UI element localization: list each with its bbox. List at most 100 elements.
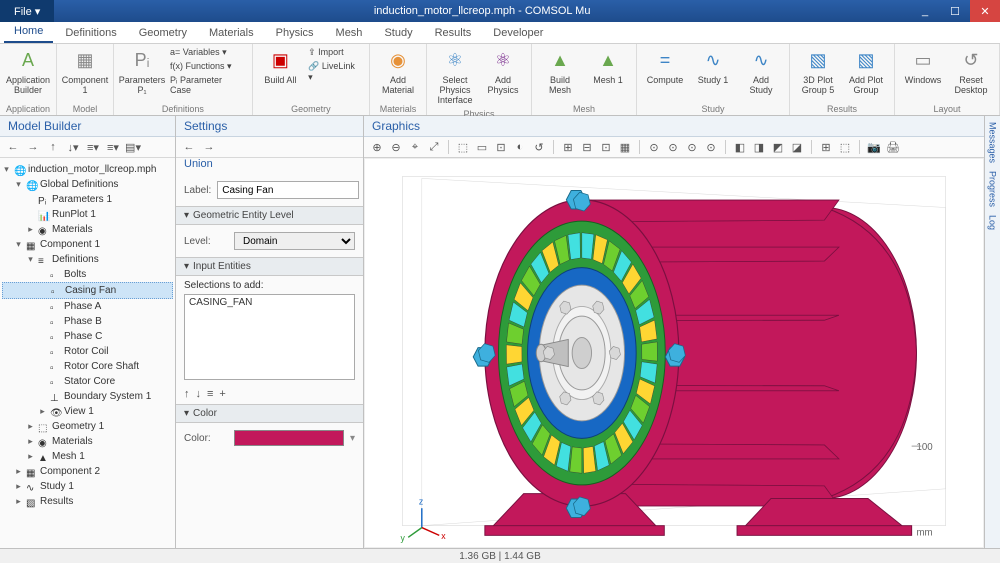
tab-developer[interactable]: Developer bbox=[483, 23, 553, 43]
sidetab-log[interactable]: Log bbox=[988, 215, 998, 230]
tab-study[interactable]: Study bbox=[374, 23, 422, 43]
ribbon-a-variables-[interactable]: a= Variables ▾ bbox=[168, 46, 246, 59]
gfx-tool-icon[interactable]: ⊞ bbox=[819, 140, 833, 154]
tree-node-definitions[interactable]: ▾≡Definitions bbox=[2, 252, 173, 267]
ribbon-add-physics[interactable]: ⚛Add Physics bbox=[481, 46, 525, 98]
mb-tool-icon[interactable]: ↓▾ bbox=[66, 140, 80, 154]
tree-node-boundary-system-1[interactable]: ⊥Boundary System 1 bbox=[2, 389, 173, 404]
gfx-tool-icon[interactable]: ⊞ bbox=[561, 140, 575, 154]
tree-node-geometry-1[interactable]: ▸⬚Geometry 1 bbox=[2, 419, 173, 434]
tree-node-rotor-coil[interactable]: ▫Rotor Coil bbox=[2, 344, 173, 359]
ribbon-application-builder[interactable]: AApplication Builder bbox=[6, 46, 50, 98]
section-color[interactable]: ▾Color bbox=[176, 404, 363, 423]
gfx-tool-icon[interactable]: ⌖ bbox=[408, 140, 422, 154]
tree-node-phase-b[interactable]: ▫Phase B bbox=[2, 314, 173, 329]
tree-node-rotor-core-shaft[interactable]: ▫Rotor Core Shaft bbox=[2, 359, 173, 374]
gfx-tool-icon[interactable]: ▦ bbox=[618, 140, 632, 154]
mb-tool-icon[interactable]: ▤▾ bbox=[126, 140, 140, 154]
selections-list[interactable]: CASING_FAN bbox=[184, 294, 355, 380]
ribbon-add-plot-group[interactable]: ▧Add Plot Group bbox=[844, 46, 888, 98]
back-icon[interactable]: ← bbox=[182, 140, 196, 154]
ribbon-f-x-functions-[interactable]: f(x) Functions ▾ bbox=[168, 60, 246, 73]
tree-node-phase-c[interactable]: ▫Phase C bbox=[2, 329, 173, 344]
gfx-tool-icon[interactable]: ⊙ bbox=[685, 140, 699, 154]
gfx-tool-icon[interactable]: ⊙ bbox=[647, 140, 661, 154]
gfx-tool-icon[interactable]: 📷 bbox=[867, 140, 881, 154]
gfx-tool-icon[interactable]: ▭ bbox=[475, 140, 489, 154]
tree-node-component-1[interactable]: ▾▦Component 1 bbox=[2, 237, 173, 252]
ribbon-build-all[interactable]: ▣Build All bbox=[259, 46, 302, 88]
ribbon-parameters-p-[interactable]: PᵢParameters P₁ bbox=[120, 46, 164, 98]
gfx-tool-icon[interactable]: ⊙ bbox=[704, 140, 718, 154]
gfx-tool-icon[interactable]: 🖨 bbox=[886, 140, 900, 154]
graphics-canvas[interactable]: zxy100mm bbox=[364, 158, 984, 548]
gfx-tool-icon[interactable]: ◧ bbox=[733, 140, 747, 154]
tree-node-component-2[interactable]: ▸▦Component 2 bbox=[2, 464, 173, 479]
ribbon--livelink-[interactable]: 🔗 LiveLink ▾ bbox=[306, 60, 363, 84]
ribbon-reset-desktop[interactable]: ↺Reset Desktop bbox=[949, 46, 993, 98]
gfx-tool-icon[interactable]: ◩ bbox=[771, 140, 785, 154]
ribbon-component-1[interactable]: ▦Component 1 bbox=[63, 46, 107, 98]
tree-node-results[interactable]: ▸▧Results bbox=[2, 494, 173, 509]
file-menu[interactable]: File ▾ bbox=[0, 0, 54, 22]
ribbon-3d-plot-group-5[interactable]: ▧3D Plot Group 5 bbox=[796, 46, 840, 98]
tree-node-runplot-1[interactable]: 📊RunPlot 1 bbox=[2, 207, 173, 222]
tree-node-materials[interactable]: ▸◉Materials bbox=[2, 434, 173, 449]
settings-mini-icon[interactable]: ≡ bbox=[207, 388, 213, 400]
color-dropdown-icon[interactable]: ▾ bbox=[350, 433, 355, 444]
gfx-tool-icon[interactable]: ⤢ bbox=[427, 140, 441, 154]
model-tree[interactable]: ▾🌐induction_motor_llcreop.mph▾🌐Global De… bbox=[0, 158, 175, 548]
mb-tool-icon[interactable]: ≡▾ bbox=[86, 140, 100, 154]
gfx-tool-icon[interactable]: ⊡ bbox=[599, 140, 613, 154]
tree-node-phase-a[interactable]: ▫Phase A bbox=[2, 299, 173, 314]
mb-tool-icon[interactable]: ≡▾ bbox=[106, 140, 120, 154]
tab-geometry[interactable]: Geometry bbox=[129, 23, 197, 43]
tree-node-bolts[interactable]: ▫Bolts bbox=[2, 267, 173, 282]
gfx-tool-icon[interactable]: ⊙ bbox=[666, 140, 680, 154]
level-select[interactable]: Domain bbox=[234, 232, 355, 250]
gfx-tool-icon[interactable]: ⊕ bbox=[370, 140, 384, 154]
minimize-button[interactable]: _ bbox=[910, 0, 940, 22]
ribbon-compute[interactable]: =Compute bbox=[643, 46, 687, 88]
gfx-tool-icon[interactable]: ↺ bbox=[532, 140, 546, 154]
gfx-tool-icon[interactable]: ⬚ bbox=[838, 140, 852, 154]
section-geom-entity[interactable]: ▾Geometric Entity Level bbox=[176, 206, 363, 225]
tab-physics[interactable]: Physics bbox=[266, 23, 324, 43]
tab-home[interactable]: Home bbox=[4, 21, 53, 43]
gfx-tool-icon[interactable]: ◪ bbox=[790, 140, 804, 154]
forward-icon[interactable]: → bbox=[202, 140, 216, 154]
tree-node-study-1[interactable]: ▸∿Study 1 bbox=[2, 479, 173, 494]
tab-mesh[interactable]: Mesh bbox=[326, 23, 373, 43]
tree-node-casing-fan[interactable]: ▫Casing Fan bbox=[2, 282, 173, 299]
mb-tool-icon[interactable]: ↑ bbox=[46, 140, 60, 154]
gfx-tool-icon[interactable]: ⬚ bbox=[456, 140, 470, 154]
tree-node-parameters-1[interactable]: PᵢParameters 1 bbox=[2, 192, 173, 207]
settings-mini-icon[interactable]: + bbox=[219, 388, 225, 400]
tree-node-stator-core[interactable]: ▫Stator Core bbox=[2, 374, 173, 389]
ribbon-add-material[interactable]: ◉Add Material bbox=[376, 46, 420, 98]
color-swatch[interactable] bbox=[234, 430, 344, 446]
mb-tool-icon[interactable]: ← bbox=[6, 140, 20, 154]
section-input-entities[interactable]: ▾Input Entities bbox=[176, 257, 363, 276]
settings-mini-icon[interactable]: ↓ bbox=[196, 388, 202, 400]
gfx-tool-icon[interactable]: ◨ bbox=[752, 140, 766, 154]
gfx-tool-icon[interactable]: ⊖ bbox=[389, 140, 403, 154]
ribbon-add-study[interactable]: ∿Add Study bbox=[739, 46, 783, 98]
ribbon-select-physics-interface[interactable]: ⚛Select Physics Interface bbox=[433, 46, 477, 108]
maximize-button[interactable]: ☐ bbox=[940, 0, 970, 22]
ribbon--import[interactable]: ⇪ Import bbox=[306, 46, 363, 59]
sidetab-progress[interactable]: Progress bbox=[988, 171, 998, 207]
gfx-tool-icon[interactable]: ⊟ bbox=[580, 140, 594, 154]
close-button[interactable]: ✕ bbox=[970, 0, 1000, 22]
ribbon-p-parameter-case[interactable]: Pᵢ Parameter Case bbox=[168, 74, 246, 96]
tree-node-materials[interactable]: ▸◉Materials bbox=[2, 222, 173, 237]
ribbon-study-1[interactable]: ∿Study 1 bbox=[691, 46, 735, 88]
tree-node-global-definitions[interactable]: ▾🌐Global Definitions bbox=[2, 177, 173, 192]
tree-node-mesh-1[interactable]: ▸▲Mesh 1 bbox=[2, 449, 173, 464]
tree-node-induction-motor-llcreop-mph[interactable]: ▾🌐induction_motor_llcreop.mph bbox=[2, 162, 173, 177]
gfx-tool-icon[interactable]: ◐ bbox=[513, 140, 527, 154]
settings-mini-icon[interactable]: ↑ bbox=[184, 388, 190, 400]
gfx-tool-icon[interactable]: ⊡ bbox=[494, 140, 508, 154]
tab-results[interactable]: Results bbox=[425, 23, 482, 43]
tab-materials[interactable]: Materials bbox=[199, 23, 264, 43]
